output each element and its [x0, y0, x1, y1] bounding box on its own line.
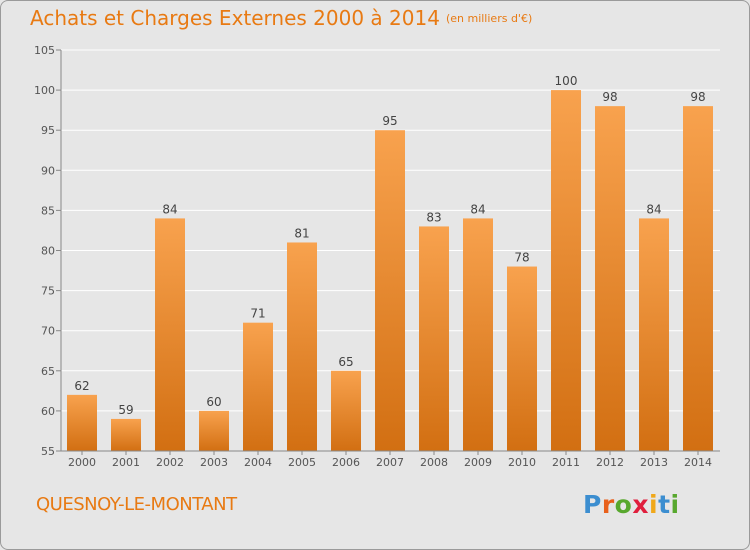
value-label: 59: [118, 403, 133, 417]
bar-2014: [683, 106, 713, 451]
bar-2006: [331, 370, 361, 451]
y-tick-label: 70: [41, 325, 55, 338]
value-label: 84: [646, 202, 661, 216]
x-tick-label: 2003: [200, 456, 228, 469]
commune-name: QUESNOY-LE-MONTANT: [36, 494, 237, 515]
x-tick-label: 2011: [552, 456, 580, 469]
y-tick-label: 105: [34, 44, 55, 57]
value-label: 71: [250, 307, 265, 321]
x-tick-label: 2005: [288, 456, 316, 469]
value-label: 83: [426, 210, 441, 224]
bar-2002: [155, 218, 185, 451]
value-label: 81: [294, 226, 309, 240]
logo-letter: x: [632, 490, 649, 519]
value-label: 65: [338, 355, 353, 369]
chart-title: Achats et Charges Externes 2000 à 2014 (e…: [30, 6, 532, 30]
x-tick-label: 2014: [684, 456, 712, 469]
x-tick-label: 2004: [244, 456, 272, 469]
y-tick-label: 100: [34, 84, 55, 97]
x-tick-label: 2000: [68, 456, 96, 469]
x-tick-label: 2010: [508, 456, 536, 469]
value-label: 100: [555, 74, 578, 88]
bar-2009: [463, 218, 493, 451]
logo-letter: t: [658, 490, 671, 519]
y-tick-label: 60: [41, 405, 55, 418]
unit-label: (en milliers d'€): [445, 12, 533, 25]
bar-2004: [243, 322, 273, 451]
y-tick-label: 65: [41, 365, 55, 378]
x-tick-label: 2001: [112, 456, 140, 469]
logo-letter: i: [649, 490, 659, 519]
bars: 62 59 84 60 71 81 65 95 83 84 78 100 98 84 98: [67, 74, 713, 451]
value-label: 62: [74, 379, 89, 393]
bar-2010: [507, 266, 537, 451]
bar-2005: [287, 242, 317, 451]
value-label: 84: [162, 202, 177, 216]
x-tick-label: 2007: [376, 456, 404, 469]
bar-2007: [375, 130, 405, 451]
x-tick-label: 2013: [640, 456, 668, 469]
x-tick-label: 2002: [156, 456, 184, 469]
bar-2008: [419, 226, 449, 451]
axes: 55 60 65 70 75 80 85 90 95 100 105 2000 2001 2002 2003…: [34, 44, 720, 469]
y-tick-label: 90: [41, 164, 55, 177]
value-label: 84: [470, 202, 485, 216]
bar-2011: [551, 90, 581, 451]
y-tick-label: 95: [41, 124, 55, 137]
title-text: Achats et Charges Externes 2000 à 2014: [30, 6, 440, 30]
logo-letter: o: [614, 490, 633, 519]
logo-letter: P: [583, 490, 602, 519]
logo-letter: i: [670, 490, 680, 519]
bar-2001: [111, 418, 141, 451]
x-tick-label: 2012: [596, 456, 624, 469]
x-tick-label: 2008: [420, 456, 448, 469]
bar-2003: [199, 410, 229, 451]
value-label: 98: [690, 90, 705, 104]
x-tick-label: 2009: [464, 456, 492, 469]
bar-2012: [595, 106, 625, 451]
value-label: 78: [514, 251, 529, 265]
x-tick-label: 2006: [332, 456, 360, 469]
y-tick-label: 80: [41, 245, 55, 258]
value-label: 95: [382, 114, 397, 128]
y-tick-label: 75: [41, 285, 55, 298]
value-label: 60: [206, 395, 221, 409]
value-label: 98: [602, 90, 617, 104]
y-tick-label: 85: [41, 204, 55, 217]
bar-2013: [639, 218, 669, 451]
logo-letter: r: [601, 490, 615, 519]
y-tick-label: 55: [41, 445, 55, 458]
proxiti-logo: Proxiti: [583, 490, 680, 519]
bar-2000: [67, 394, 97, 451]
